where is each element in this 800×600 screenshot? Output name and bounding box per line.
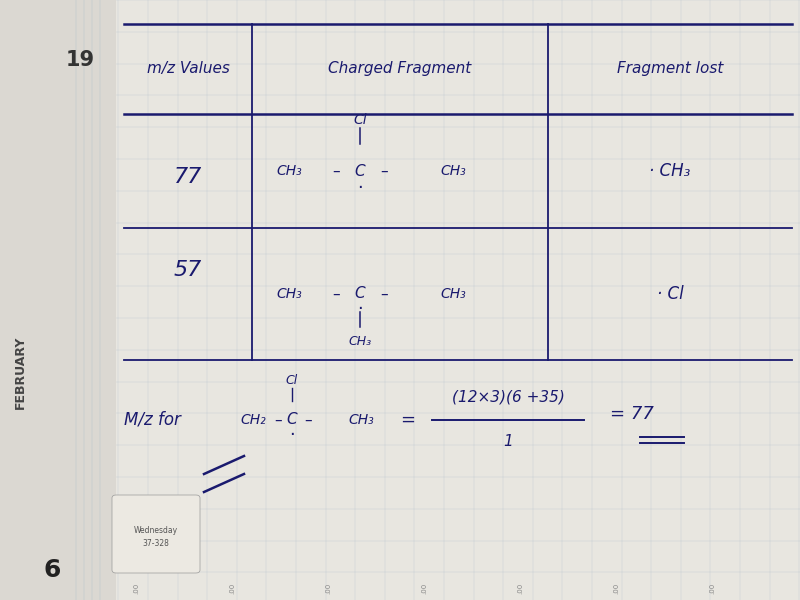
Text: –: – (332, 163, 340, 179)
Text: C: C (286, 413, 298, 427)
Bar (0, 0, 116, 600)
Text: 19: 19 (66, 50, 94, 70)
Text: .00: .00 (709, 583, 715, 594)
Text: ·: · (357, 300, 363, 318)
Text: 1: 1 (503, 433, 513, 449)
Text: = 77: = 77 (610, 405, 654, 423)
Text: –: – (380, 163, 388, 179)
Text: .00: .00 (613, 583, 619, 594)
Text: (12×3)(6 +35): (12×3)(6 +35) (451, 389, 565, 404)
Text: 57: 57 (174, 260, 202, 280)
Text: M/z for: M/z for (124, 411, 181, 429)
Text: –: – (304, 413, 312, 427)
Text: ·: · (289, 426, 295, 444)
Text: –: – (274, 413, 282, 427)
FancyBboxPatch shape (112, 495, 200, 573)
Text: CH₃: CH₃ (440, 164, 466, 178)
Text: CH₃: CH₃ (276, 287, 302, 301)
Text: Cl: Cl (353, 113, 367, 127)
Text: FEBRUARY: FEBRUARY (14, 335, 26, 409)
Text: –: – (332, 286, 340, 301)
Text: .00: .00 (325, 583, 331, 594)
Text: Charged Fragment: Charged Fragment (328, 61, 472, 76)
Text: CH₂: CH₂ (240, 413, 266, 427)
Text: CH₃: CH₃ (440, 287, 466, 301)
Text: CH₃: CH₃ (276, 164, 302, 178)
Text: Wednesday
37-328: Wednesday 37-328 (134, 526, 178, 548)
Text: –: – (380, 286, 388, 301)
Text: .00: .00 (133, 583, 139, 594)
Text: 6: 6 (43, 558, 61, 582)
Text: 77: 77 (174, 167, 202, 187)
Text: m/z Values: m/z Values (146, 61, 230, 76)
Text: C: C (354, 163, 366, 179)
Text: .00: .00 (229, 583, 235, 594)
Text: C: C (354, 286, 366, 301)
Text: =: = (401, 411, 415, 429)
Text: ·: · (357, 179, 363, 197)
Text: CH₃: CH₃ (348, 413, 374, 427)
Text: · CH₃: · CH₃ (650, 162, 690, 180)
Text: CH₃: CH₃ (349, 335, 371, 349)
Text: · Cl: · Cl (657, 285, 683, 303)
Text: .00: .00 (517, 583, 523, 594)
Text: Fragment lost: Fragment lost (617, 61, 723, 76)
Text: .00: .00 (421, 583, 427, 594)
Text: Cl: Cl (286, 374, 298, 388)
